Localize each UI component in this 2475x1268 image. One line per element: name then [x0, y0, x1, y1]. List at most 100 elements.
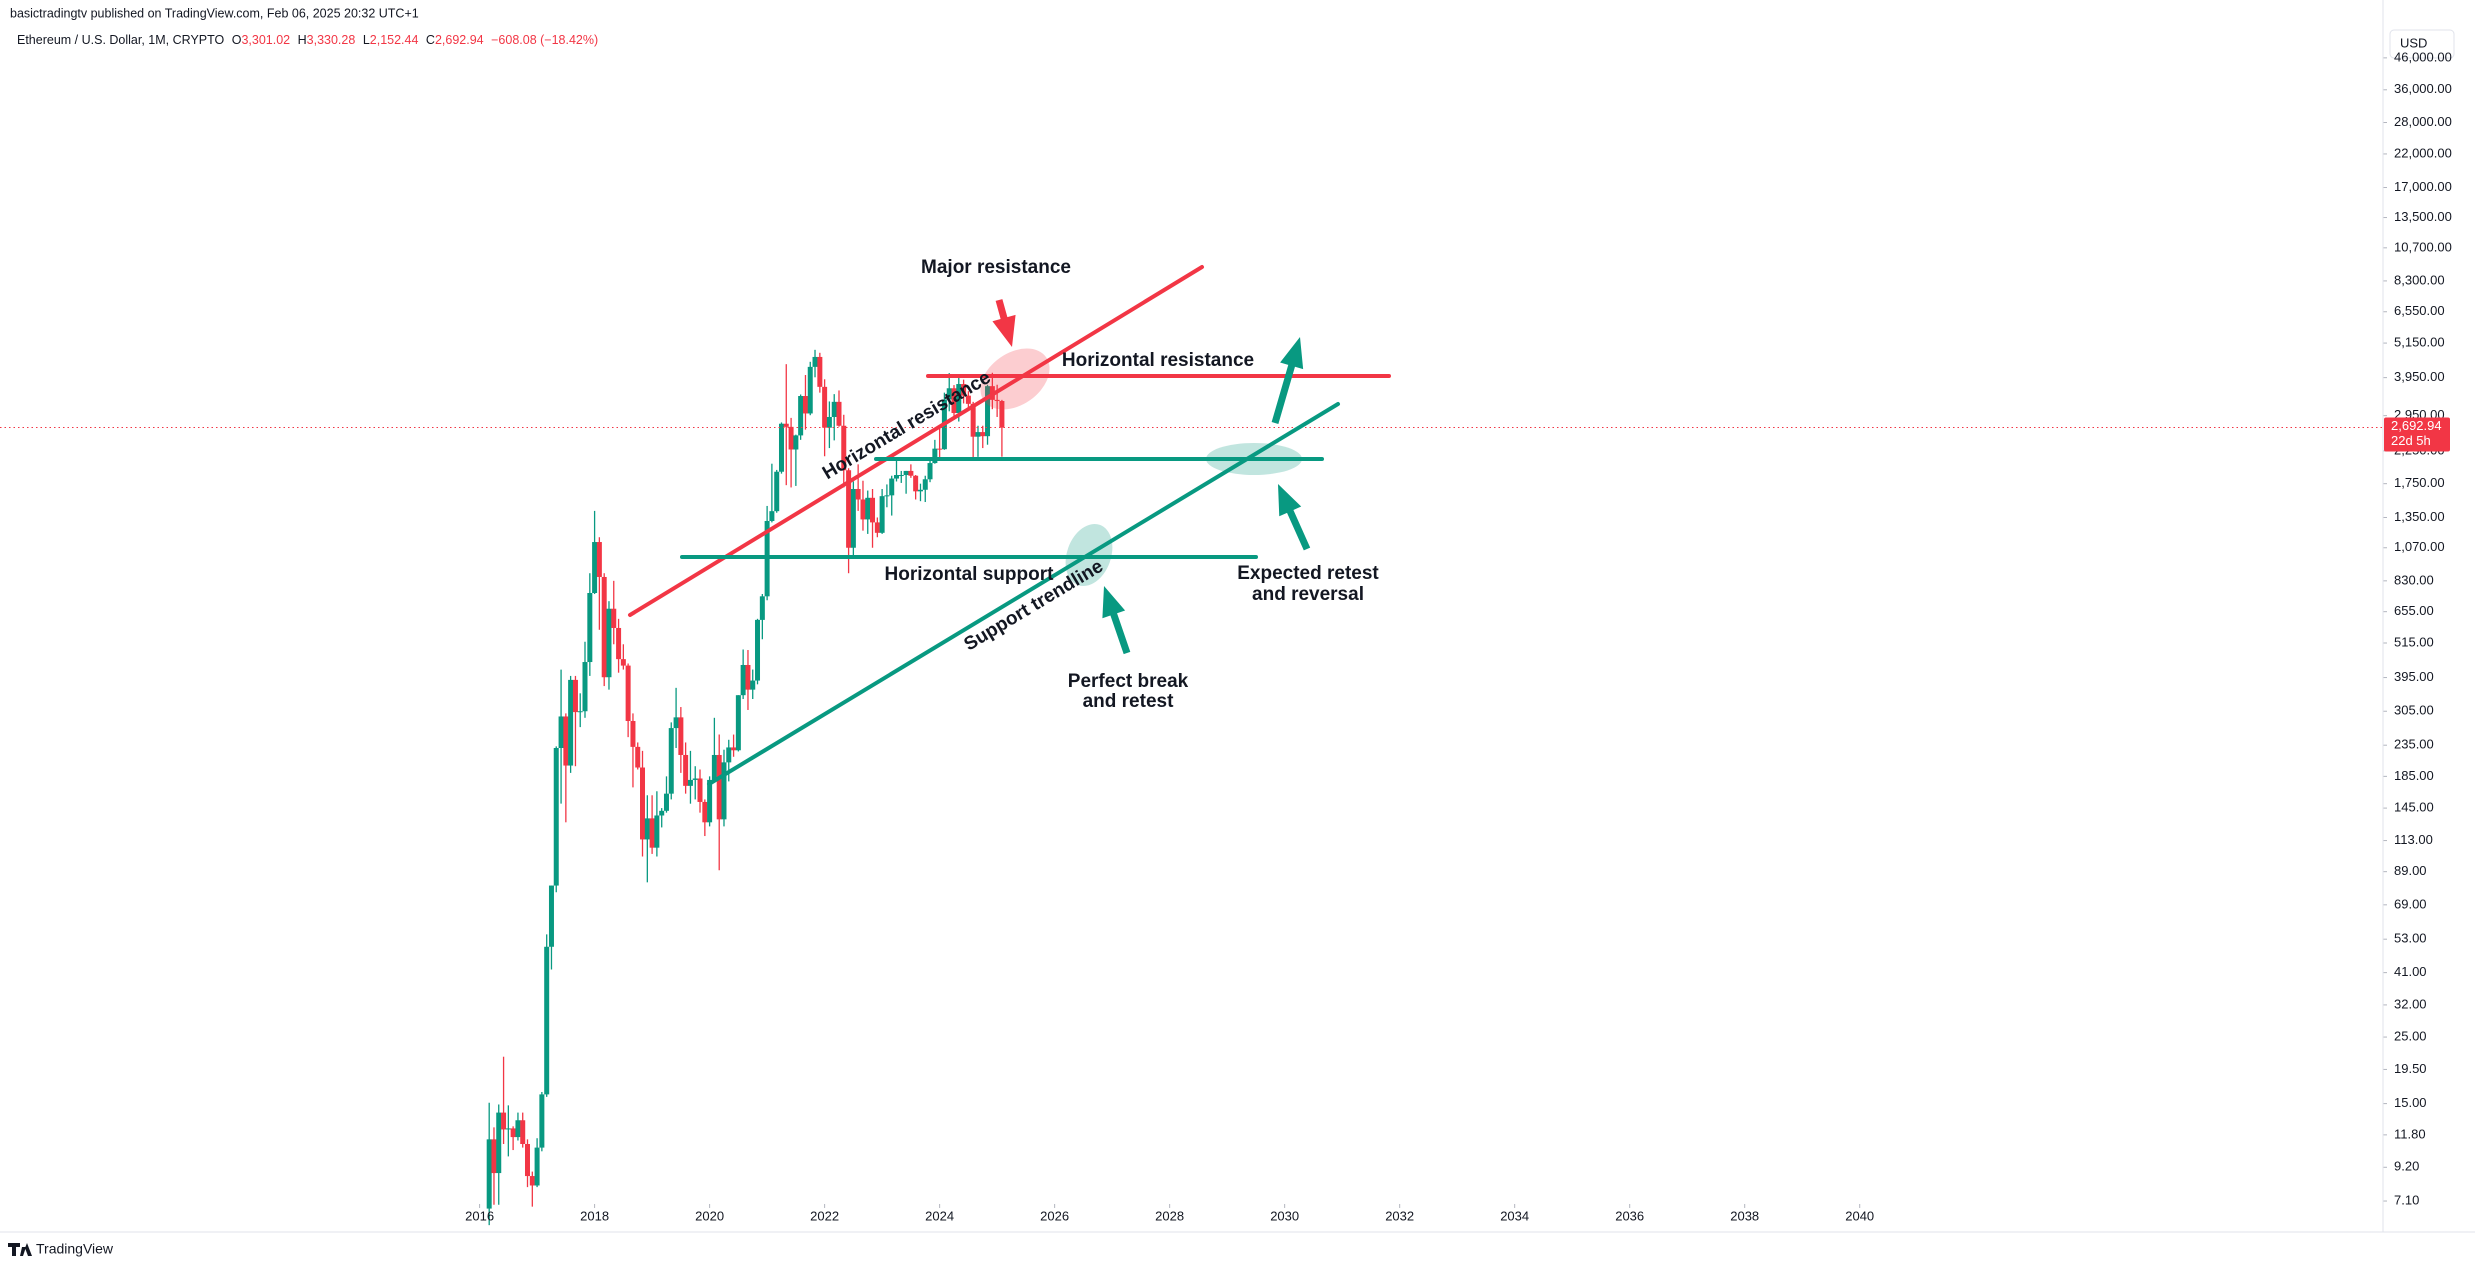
candle-body: [932, 448, 938, 464]
currency[interactable]: USD: [2400, 35, 2427, 50]
y-tick-label: 235.00: [2394, 737, 2434, 752]
candle-body: [529, 1176, 535, 1186]
candle-body: [874, 522, 880, 533]
candle-body: [903, 470, 909, 476]
price-label-box: [2384, 417, 2450, 452]
candle-body: [946, 388, 952, 400]
candle-body: [778, 423, 784, 472]
candle-body: [616, 627, 622, 660]
arrow: [992, 299, 1016, 347]
candle-body: [673, 717, 679, 729]
footer-logo: TradingView: [8, 1241, 114, 1257]
annotation: Horizontal support: [885, 564, 1055, 585]
drawings: Major resistance Horizontal resistance Hor…: [628, 257, 1391, 786]
currency-button[interactable]: [2389, 29, 2455, 59]
candle-body: [798, 396, 804, 436]
candle-body: [922, 479, 928, 490]
y-tick-label: 1,750.00: [2394, 475, 2445, 490]
y-tick-label: 1,070.00: [2394, 539, 2445, 554]
y-tick-label: 395.00: [2394, 669, 2434, 684]
candle-body: [606, 608, 612, 678]
y-tick-label: 515.00: [2394, 634, 2434, 649]
candle-body: [745, 664, 751, 690]
x-tick-label: 2032: [1385, 1208, 1414, 1223]
arrow: [1271, 337, 1304, 424]
candle-body: [596, 542, 602, 577]
candle-body: [769, 511, 775, 521]
y-tick-label: 1,350.00: [2394, 509, 2445, 524]
candle-body: [640, 767, 646, 840]
x-tick-label: 2018: [580, 1208, 609, 1223]
ohlc-key: L: [363, 33, 370, 47]
candle-body: [592, 542, 598, 594]
candle-body: [889, 478, 895, 496]
candle-body: [534, 1147, 540, 1186]
candle-body: [630, 720, 636, 747]
y-tick-label: 185.00: [2394, 768, 2434, 783]
ohlc-value: 3,330.28: [307, 33, 356, 47]
candle-body: [937, 448, 943, 450]
candle-body: [702, 801, 708, 823]
ohlc-key: C: [426, 33, 435, 47]
candle-body: [563, 716, 569, 766]
candle-body: [505, 1128, 511, 1130]
candle-body: [501, 1112, 507, 1130]
y-tick-label: 32.00: [2394, 996, 2427, 1011]
candle-body: [759, 596, 765, 620]
candle-body: [572, 679, 578, 713]
candle-body: [846, 470, 852, 548]
x-tick-label: 2016: [465, 1208, 494, 1223]
ohlc-value: 2,152.44: [370, 33, 419, 47]
candle-body: [999, 401, 1005, 428]
y-tick-label: 113.00: [2394, 832, 2433, 847]
candle-body: [668, 728, 674, 794]
annotation: and retest: [1083, 691, 1174, 712]
candle-body: [539, 1094, 545, 1148]
candle-body: [548, 885, 554, 947]
candle-body: [956, 384, 962, 414]
candle-body: [515, 1120, 521, 1138]
change: −608.08 (−18.42%): [491, 33, 598, 47]
y-tick-label: 15.00: [2394, 1095, 2427, 1110]
candle-body: [721, 762, 727, 820]
candle-body: [659, 810, 665, 816]
ohlc-value: 3,301.02: [241, 33, 290, 47]
annotation: Major resistance: [921, 257, 1071, 278]
candle-body: [683, 754, 689, 786]
annotation: and reversal: [1252, 584, 1364, 605]
candle-body: [917, 489, 923, 492]
candle-body: [625, 665, 631, 721]
candle-body: [491, 1139, 497, 1174]
x-tick-label: 2020: [695, 1208, 724, 1223]
annotation: Perfect break: [1068, 671, 1189, 692]
candle-body: [841, 425, 847, 471]
plot-area: [0, 57, 2387, 1226]
candle-body: [731, 747, 737, 751]
candle-body: [577, 711, 583, 713]
candle-body: [980, 432, 986, 437]
ohlc-key: H: [298, 33, 307, 47]
candle-body: [879, 496, 885, 533]
y-tick-label: 89.00: [2394, 863, 2427, 878]
candle-body: [601, 576, 607, 678]
candle-body: [644, 818, 650, 840]
y-tick-label: 28,000.00: [2394, 114, 2452, 129]
y-tick-label: 46,000.00: [2394, 49, 2452, 64]
candle-body: [755, 619, 761, 681]
candle-body: [831, 401, 837, 417]
symbol-title: Ethereum / U.S. Dollar, 1M, CRYPTO: [17, 33, 225, 47]
candle-body: [496, 1112, 502, 1174]
candle-body: [826, 416, 832, 428]
candle-body: [951, 388, 957, 414]
candle-body: [663, 793, 669, 811]
candle-body: [544, 946, 550, 1095]
publish-note: basictradingtv published on TradingView.…: [10, 6, 419, 20]
y-tick-label: 53.00: [2394, 931, 2427, 946]
y-tick-label: 13,500.00: [2394, 209, 2452, 224]
x-tick-label: 2024: [925, 1208, 954, 1223]
y-tick-label: 6,550.00: [2394, 303, 2445, 318]
candle-body: [807, 366, 813, 414]
ohlc-key: O: [232, 33, 242, 47]
candle-body: [678, 717, 684, 755]
candle-body: [635, 746, 641, 768]
